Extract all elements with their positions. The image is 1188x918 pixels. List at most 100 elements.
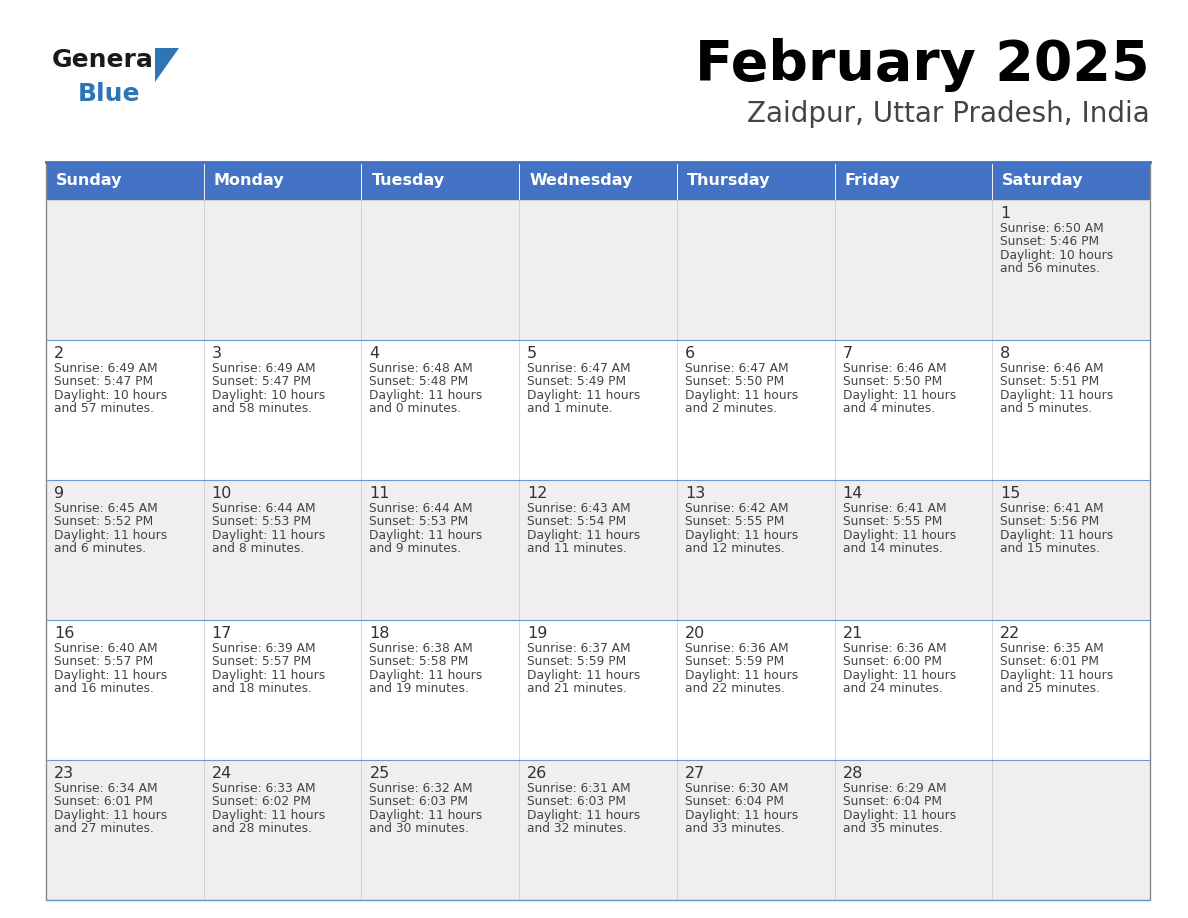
Text: Daylight: 11 hours: Daylight: 11 hours bbox=[527, 388, 640, 401]
Text: Sunrise: 6:48 AM: Sunrise: 6:48 AM bbox=[369, 362, 473, 375]
Text: Daylight: 10 hours: Daylight: 10 hours bbox=[211, 388, 326, 401]
Text: Daylight: 11 hours: Daylight: 11 hours bbox=[842, 388, 956, 401]
Bar bbox=[835, 480, 992, 620]
Text: Daylight: 11 hours: Daylight: 11 hours bbox=[527, 809, 640, 822]
Text: 21: 21 bbox=[842, 626, 862, 641]
Text: Sunset: 6:04 PM: Sunset: 6:04 PM bbox=[684, 795, 784, 808]
Text: 27: 27 bbox=[684, 766, 706, 781]
Text: 3: 3 bbox=[211, 346, 222, 361]
Text: 25: 25 bbox=[369, 766, 390, 781]
Bar bbox=[46, 162, 203, 200]
Bar bbox=[203, 620, 361, 760]
Text: Daylight: 11 hours: Daylight: 11 hours bbox=[1000, 529, 1113, 542]
Text: 2: 2 bbox=[53, 346, 64, 361]
Bar bbox=[992, 200, 1150, 340]
Text: and 18 minutes.: and 18 minutes. bbox=[211, 682, 311, 695]
Text: Sunrise: 6:46 AM: Sunrise: 6:46 AM bbox=[842, 362, 946, 375]
Text: and 4 minutes.: and 4 minutes. bbox=[842, 402, 935, 415]
Text: and 8 minutes.: and 8 minutes. bbox=[211, 542, 304, 555]
Text: Sunset: 6:03 PM: Sunset: 6:03 PM bbox=[369, 795, 468, 808]
Text: Sunrise: 6:47 AM: Sunrise: 6:47 AM bbox=[527, 362, 631, 375]
Text: and 28 minutes.: and 28 minutes. bbox=[211, 822, 311, 835]
Text: Sunrise: 6:31 AM: Sunrise: 6:31 AM bbox=[527, 781, 631, 794]
Text: Sunset: 6:00 PM: Sunset: 6:00 PM bbox=[842, 655, 942, 668]
Text: Daylight: 11 hours: Daylight: 11 hours bbox=[684, 668, 798, 681]
Text: and 12 minutes.: and 12 minutes. bbox=[684, 542, 785, 555]
Text: Sunrise: 6:44 AM: Sunrise: 6:44 AM bbox=[211, 501, 315, 514]
Text: 26: 26 bbox=[527, 766, 548, 781]
Text: Daylight: 11 hours: Daylight: 11 hours bbox=[527, 668, 640, 681]
Text: Sunset: 5:50 PM: Sunset: 5:50 PM bbox=[684, 375, 784, 388]
Bar bbox=[46, 340, 203, 480]
Text: and 5 minutes.: and 5 minutes. bbox=[1000, 402, 1093, 415]
Text: 17: 17 bbox=[211, 626, 232, 641]
Text: and 2 minutes.: and 2 minutes. bbox=[684, 402, 777, 415]
Bar bbox=[46, 760, 203, 900]
Text: and 1 minute.: and 1 minute. bbox=[527, 402, 613, 415]
Bar bbox=[203, 760, 361, 900]
Bar bbox=[835, 340, 992, 480]
Text: and 25 minutes.: and 25 minutes. bbox=[1000, 682, 1100, 695]
Text: Daylight: 10 hours: Daylight: 10 hours bbox=[53, 388, 168, 401]
Text: Sunrise: 6:36 AM: Sunrise: 6:36 AM bbox=[684, 642, 789, 655]
Bar bbox=[46, 480, 203, 620]
Text: Sunday: Sunday bbox=[56, 174, 122, 188]
Text: and 19 minutes.: and 19 minutes. bbox=[369, 682, 469, 695]
Text: Sunset: 5:59 PM: Sunset: 5:59 PM bbox=[527, 655, 626, 668]
Bar bbox=[203, 200, 361, 340]
Bar bbox=[203, 480, 361, 620]
Text: 18: 18 bbox=[369, 626, 390, 641]
Text: Sunrise: 6:35 AM: Sunrise: 6:35 AM bbox=[1000, 642, 1104, 655]
Bar bbox=[46, 200, 203, 340]
Text: and 16 minutes.: and 16 minutes. bbox=[53, 682, 154, 695]
Text: Daylight: 11 hours: Daylight: 11 hours bbox=[842, 809, 956, 822]
Text: Daylight: 11 hours: Daylight: 11 hours bbox=[684, 388, 798, 401]
Text: and 14 minutes.: and 14 minutes. bbox=[842, 542, 942, 555]
Bar bbox=[361, 620, 519, 760]
Text: 24: 24 bbox=[211, 766, 232, 781]
Text: Sunset: 6:02 PM: Sunset: 6:02 PM bbox=[211, 795, 311, 808]
Text: Sunset: 5:55 PM: Sunset: 5:55 PM bbox=[842, 515, 942, 528]
Text: Sunset: 5:54 PM: Sunset: 5:54 PM bbox=[527, 515, 626, 528]
Text: Sunset: 5:58 PM: Sunset: 5:58 PM bbox=[369, 655, 469, 668]
Text: Sunset: 5:59 PM: Sunset: 5:59 PM bbox=[684, 655, 784, 668]
Text: 9: 9 bbox=[53, 486, 64, 501]
Bar bbox=[203, 162, 361, 200]
Text: 7: 7 bbox=[842, 346, 853, 361]
Text: Daylight: 11 hours: Daylight: 11 hours bbox=[684, 809, 798, 822]
Bar bbox=[519, 760, 677, 900]
Bar bbox=[677, 340, 835, 480]
Bar bbox=[992, 340, 1150, 480]
Text: Daylight: 11 hours: Daylight: 11 hours bbox=[211, 529, 326, 542]
Text: Daylight: 11 hours: Daylight: 11 hours bbox=[1000, 668, 1113, 681]
Text: Daylight: 11 hours: Daylight: 11 hours bbox=[53, 809, 168, 822]
Text: Daylight: 11 hours: Daylight: 11 hours bbox=[684, 529, 798, 542]
Text: and 24 minutes.: and 24 minutes. bbox=[842, 682, 942, 695]
Text: Sunrise: 6:40 AM: Sunrise: 6:40 AM bbox=[53, 642, 158, 655]
Text: 8: 8 bbox=[1000, 346, 1011, 361]
Text: 12: 12 bbox=[527, 486, 548, 501]
Text: Sunrise: 6:32 AM: Sunrise: 6:32 AM bbox=[369, 781, 473, 794]
Text: Sunrise: 6:47 AM: Sunrise: 6:47 AM bbox=[684, 362, 789, 375]
Bar bbox=[519, 480, 677, 620]
Text: Daylight: 11 hours: Daylight: 11 hours bbox=[53, 529, 168, 542]
Text: Sunset: 6:01 PM: Sunset: 6:01 PM bbox=[53, 795, 153, 808]
Text: Thursday: Thursday bbox=[687, 174, 770, 188]
Text: Sunset: 5:56 PM: Sunset: 5:56 PM bbox=[1000, 515, 1100, 528]
Text: and 22 minutes.: and 22 minutes. bbox=[684, 682, 785, 695]
Text: February 2025: February 2025 bbox=[695, 38, 1150, 92]
Text: and 56 minutes.: and 56 minutes. bbox=[1000, 262, 1100, 275]
Text: and 33 minutes.: and 33 minutes. bbox=[684, 822, 785, 835]
Bar bbox=[835, 760, 992, 900]
Polygon shape bbox=[154, 48, 179, 82]
Text: Daylight: 11 hours: Daylight: 11 hours bbox=[211, 668, 326, 681]
Text: Sunrise: 6:29 AM: Sunrise: 6:29 AM bbox=[842, 781, 946, 794]
Bar bbox=[361, 200, 519, 340]
Bar bbox=[677, 200, 835, 340]
Bar bbox=[519, 200, 677, 340]
Bar bbox=[46, 162, 1150, 900]
Text: 13: 13 bbox=[684, 486, 706, 501]
Text: Sunset: 5:47 PM: Sunset: 5:47 PM bbox=[53, 375, 153, 388]
Text: Sunset: 5:57 PM: Sunset: 5:57 PM bbox=[53, 655, 153, 668]
Text: 14: 14 bbox=[842, 486, 862, 501]
